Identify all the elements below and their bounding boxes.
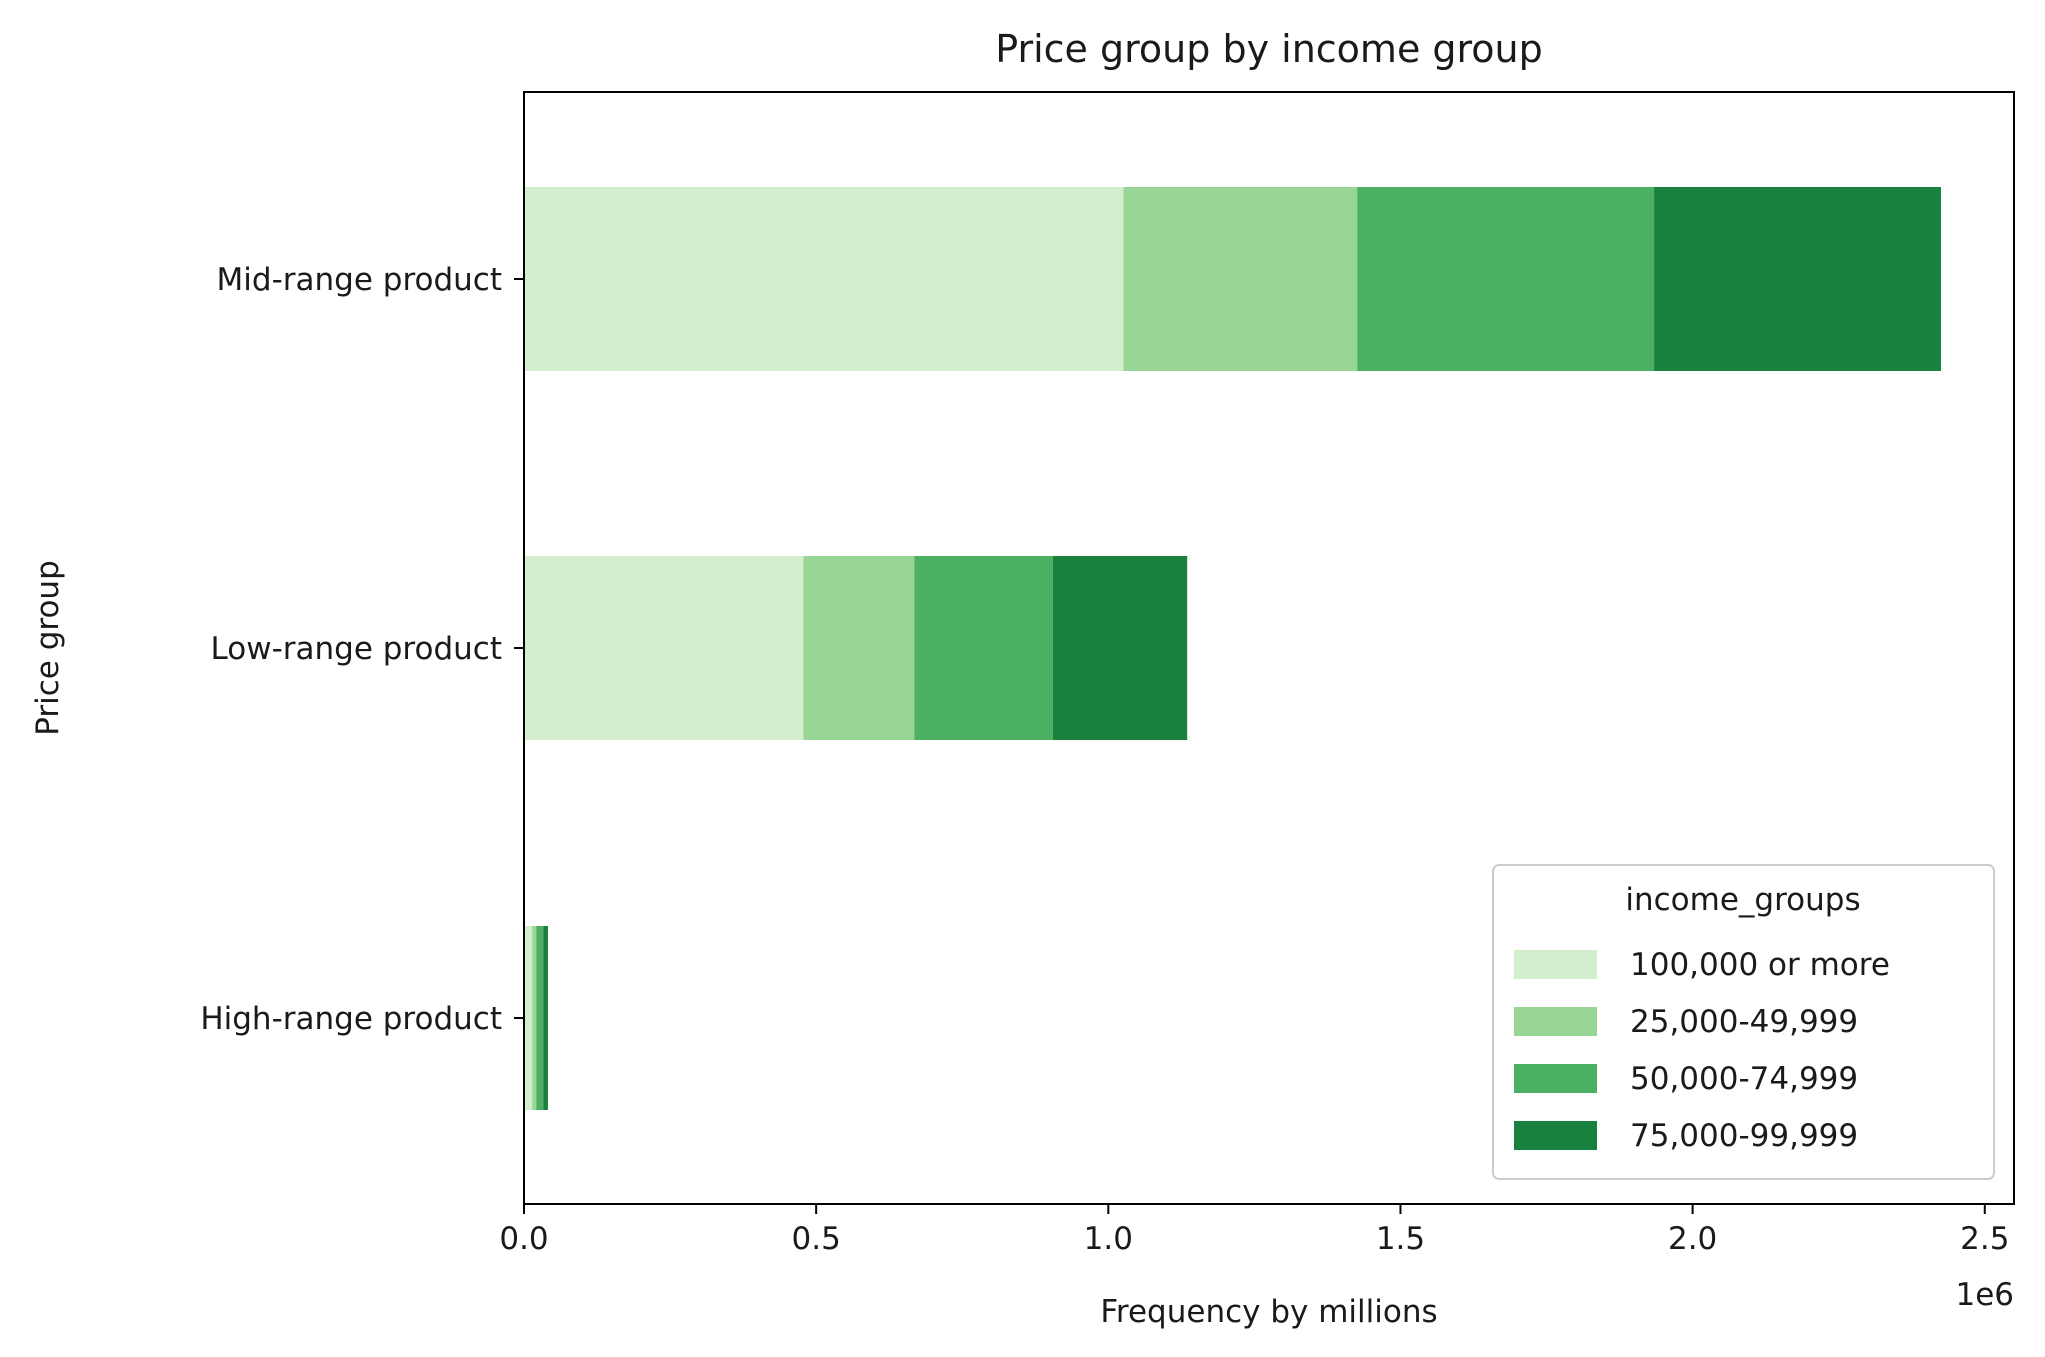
bar-segment: [1357, 187, 1655, 371]
legend-label: 50,000-74,999: [1630, 1061, 1858, 1097]
bars-layer: [524, 187, 1941, 1110]
x-tick-label: 2.0: [1668, 1221, 1717, 1257]
legend: income_groups 100,000 or more 25,000-49,9…: [1492, 864, 1995, 1180]
legend-frame: [1492, 864, 1995, 1180]
x-axis-offset-label: 1e6: [1955, 1277, 2014, 1313]
bar-segment: [524, 187, 1124, 371]
bar-segment: [803, 556, 915, 740]
bar-segment: [1123, 187, 1358, 371]
legend-label: 100,000 or more: [1630, 947, 1890, 983]
y-axis-ticks: Mid-range product Low-range product High-r…: [200, 262, 524, 1037]
bar-segment: [1654, 187, 1941, 371]
legend-swatch: [1514, 950, 1597, 979]
bar-segment: [524, 926, 533, 1110]
x-axis-label: Frequency by millions: [1100, 1294, 1437, 1330]
legend-swatch: [1514, 1007, 1597, 1036]
y-axis-label: Price group: [30, 560, 66, 736]
x-tick-label: 1.0: [1084, 1221, 1133, 1257]
bar-segment: [524, 556, 804, 740]
bar-segment: [914, 556, 1053, 740]
x-tick-label: 2.5: [1960, 1221, 2009, 1257]
bar-segment: [1052, 556, 1188, 740]
y-tick-label: High-range product: [200, 1001, 502, 1037]
x-tick-label: 0.5: [792, 1221, 841, 1257]
legend-swatch: [1514, 1121, 1597, 1150]
legend-label: 25,000-49,999: [1630, 1004, 1858, 1040]
chart-title: Price group by income group: [995, 27, 1543, 71]
bar-segment: [543, 926, 548, 1110]
x-axis-ticks: 0.0 0.5 1.0 1.5 2.0 2.5: [499, 1204, 2009, 1257]
legend-title: income_groups: [1625, 882, 1860, 918]
x-tick-label: 0.0: [499, 1221, 548, 1257]
x-tick-label: 1.5: [1376, 1221, 1425, 1257]
y-tick-label: Low-range product: [211, 631, 502, 667]
y-tick-label: Mid-range product: [217, 262, 502, 298]
legend-swatch: [1514, 1064, 1597, 1093]
bar-segment: [532, 926, 537, 1110]
bar-segment: [536, 926, 544, 1110]
plot-frame: [523, 91, 2015, 1205]
legend-label: 75,000-99,999: [1630, 1118, 1858, 1154]
